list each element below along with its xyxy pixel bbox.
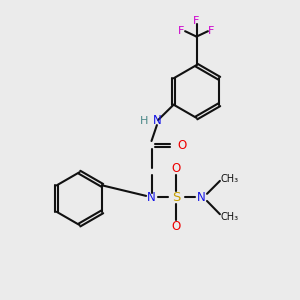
Text: F: F: [193, 16, 200, 26]
Text: O: O: [177, 139, 186, 152]
Text: O: O: [172, 162, 181, 175]
Text: CH₃: CH₃: [221, 173, 239, 184]
Text: N: N: [152, 114, 161, 127]
Text: CH₃: CH₃: [221, 212, 239, 222]
Text: F: F: [208, 26, 215, 36]
Text: H: H: [140, 116, 148, 126]
Text: N: N: [147, 191, 156, 204]
Text: F: F: [178, 26, 185, 36]
Text: O: O: [172, 220, 181, 233]
Text: N: N: [197, 191, 206, 204]
Text: S: S: [172, 191, 181, 204]
